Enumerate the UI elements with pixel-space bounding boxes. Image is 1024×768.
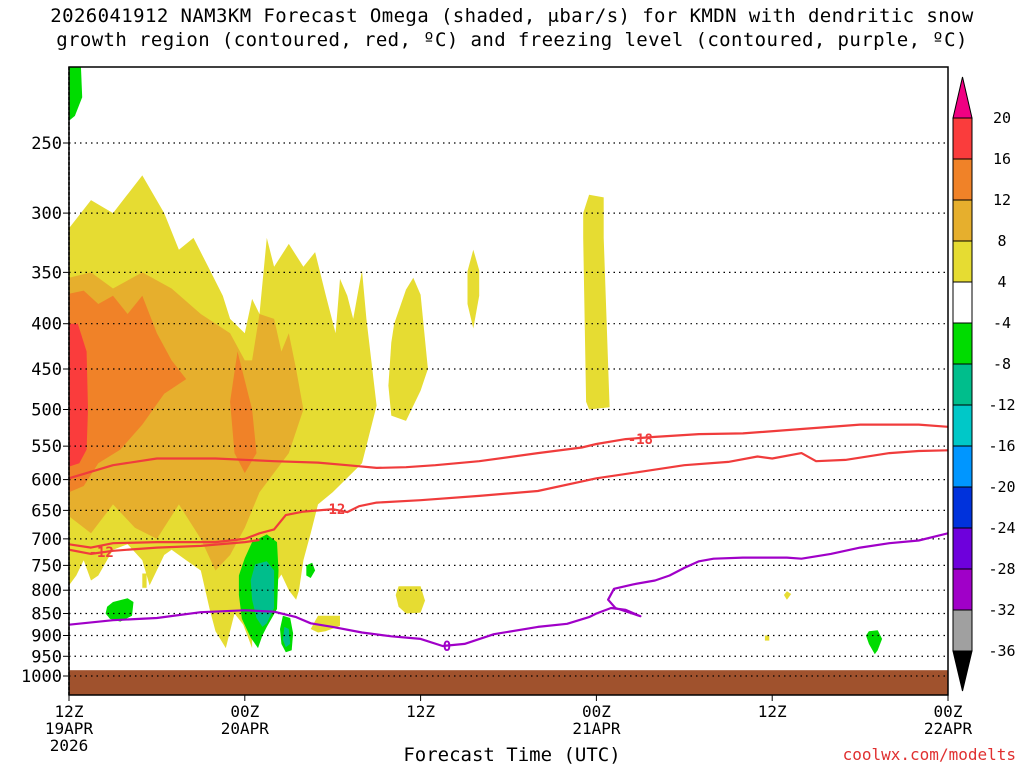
y-tick-label-900: 900 <box>31 626 62 646</box>
y-tick-label-850: 850 <box>31 605 62 625</box>
chart-title-line1: 2026041912 NAM3KM Forecast Omega (shaded… <box>50 5 974 27</box>
colorbar-label-9: -20 <box>988 478 1015 496</box>
y-tick-label-800: 800 <box>31 581 62 601</box>
colorbar-label-11: -28 <box>988 560 1015 578</box>
colorbar-swatch-5 <box>952 322 973 365</box>
plot-frame <box>68 66 949 696</box>
x-tick-label-1-1: 20APR <box>221 719 270 738</box>
plot-content: -18 -12 -12 0 <box>69 67 948 695</box>
y-tick-label-700: 700 <box>31 530 62 550</box>
omega-region-9 <box>764 635 770 641</box>
x-tick-label-2-0: 12Z <box>406 702 435 721</box>
y-tick-label-400: 400 <box>31 315 62 335</box>
y-tick-label-250: 250 <box>31 134 62 154</box>
omega-region-19 <box>105 598 134 622</box>
colorbar-swatch-10 <box>952 527 973 570</box>
omega-region-3 <box>467 249 480 329</box>
colorbar-swatch-1 <box>952 158 973 201</box>
colorbar-swatch-3 <box>952 240 973 283</box>
contour-line-3 <box>69 532 948 648</box>
colorbar-swatch-4 <box>952 281 973 324</box>
y-tick-label-600: 600 <box>31 471 62 491</box>
x-tick-label-0-1: 19APR <box>45 719 94 738</box>
x-axis-title: Forecast Time (UTC) <box>403 744 621 766</box>
chart-title: 2026041912 NAM3KM Forecast Omega (shaded… <box>0 4 1024 52</box>
colorbar-label-0: 20 <box>993 109 1011 127</box>
y-tick-label-650: 650 <box>31 501 62 521</box>
omega-region-13 <box>230 351 257 474</box>
colorbar-label-13: -36 <box>988 642 1015 660</box>
colorbar-swatch-12 <box>952 609 973 652</box>
colorbar-label-12: -32 <box>988 601 1015 619</box>
contour-label-1: -12 <box>320 502 345 518</box>
contour-label-3: 0 <box>443 639 451 655</box>
x-tick-label-5-0: 00Z <box>934 702 963 721</box>
omega-region-2 <box>388 277 428 421</box>
omega-region-7 <box>142 573 147 588</box>
colorbar-swatch-2 <box>952 199 973 242</box>
y-tick-label-500: 500 <box>31 401 62 421</box>
colorbar-label-8: -16 <box>988 437 1015 455</box>
contour-line-1 <box>69 449 948 549</box>
chart-title-line2: growth region (contoured, red, ºC) and f… <box>56 29 968 51</box>
colorbar-top-arrow <box>952 76 973 119</box>
x-tick-label-3-1: 21APR <box>572 719 621 738</box>
omega-region-6 <box>310 615 340 633</box>
colorbar-swatch-0 <box>952 117 973 160</box>
x-tick-label-0-0: 12Z <box>55 702 84 721</box>
colorbar-swatch-6 <box>952 363 973 406</box>
contour-label-2: -12 <box>89 545 114 561</box>
contour-line-0 <box>69 423 948 480</box>
omega-region-10 <box>303 417 310 432</box>
colorbar-swatch-7 <box>952 404 973 447</box>
y-tick-label-750: 750 <box>31 556 62 576</box>
x-tick-label-4-0: 12Z <box>758 702 787 721</box>
y-tick-label-950: 950 <box>31 647 62 667</box>
omega-region-18 <box>282 626 291 648</box>
y-tick-label-300: 300 <box>31 204 62 224</box>
colorbar-label-1: 16 <box>993 150 1011 168</box>
site-credit[interactable]: coolwx.com/modelts <box>842 745 1016 764</box>
x-tick-label-0-2: 2026 <box>50 736 89 755</box>
colorbar-bottom-arrow <box>952 650 973 692</box>
omega-region-4 <box>583 194 610 410</box>
omega-region-20 <box>306 562 316 578</box>
colorbar-label-2: 12 <box>993 191 1011 209</box>
y-tick-label-350: 350 <box>31 263 62 283</box>
omega-region-0 <box>69 67 83 121</box>
y-tick-label-550: 550 <box>31 437 62 457</box>
colorbar-swatch-9 <box>952 486 973 529</box>
omega-region-14 <box>69 323 88 467</box>
x-tick-label-3-0: 00Z <box>582 702 611 721</box>
contour-line-2 <box>69 538 260 556</box>
colorbar-swatch-11 <box>952 568 973 611</box>
colorbar-label-7: -12 <box>988 396 1015 414</box>
colorbar-label-4: 4 <box>997 273 1006 291</box>
y-tick-label-450: 450 <box>31 360 62 380</box>
x-tick-label-1-0: 00Z <box>230 702 259 721</box>
ground-below-surface <box>69 670 948 695</box>
omega-region-8 <box>783 591 792 600</box>
omega-region-12 <box>69 290 187 493</box>
y-tick-label-1000: 1000 <box>21 667 62 687</box>
x-tick-label-5-1: 22APR <box>924 719 973 738</box>
contour-label-0: -18 <box>628 432 653 448</box>
plot-area: -18 -12 -12 0 250 300 350 400 450 500 550 600 650 700… <box>21 66 973 755</box>
colorbar-label-5: -4 <box>993 314 1011 332</box>
omega-region-5 <box>395 586 425 614</box>
colorbar: 20 16 12 8 4 -4 -8 -12 -16 -20 -24 -28 -32 -36 <box>952 76 1016 692</box>
colorbar-label-10: -24 <box>988 519 1015 537</box>
colorbar-swatch-8 <box>952 445 973 488</box>
omega-region-21 <box>866 630 883 655</box>
colorbar-label-3: 8 <box>997 232 1006 250</box>
colorbar-label-6: -8 <box>993 355 1011 373</box>
